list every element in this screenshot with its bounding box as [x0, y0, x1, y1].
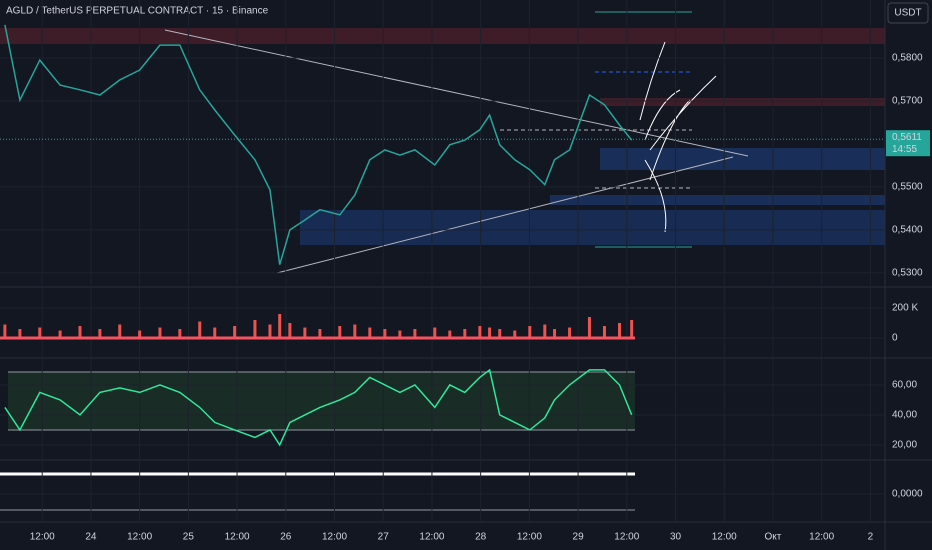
- x-tick-label: 24: [85, 532, 97, 543]
- volume-bar: [268, 324, 272, 339]
- currency[interactable]: USDT: [894, 8, 921, 19]
- volume-bar: [213, 327, 217, 339]
- volume-bar: [233, 326, 237, 339]
- volume-bar: [318, 329, 322, 339]
- last-price-label: 0,5611: [892, 132, 922, 143]
- rsi-band: [8, 372, 635, 430]
- volume-bar: [138, 330, 142, 339]
- currency-button[interactable]: [887, 2, 929, 24]
- x-tick-label: Окт: [765, 532, 782, 543]
- last-price-box: [886, 130, 930, 157]
- x-tick-label: 12:00: [225, 532, 250, 543]
- projection-arrow: [639, 41, 717, 233]
- x-tick-label: 12:00: [517, 532, 542, 543]
- x-tick-label: 25: [183, 532, 195, 543]
- volume-bar: [118, 324, 122, 339]
- volume-bar: [338, 326, 342, 339]
- volume-bar: [553, 329, 557, 339]
- volume-bar: [528, 326, 532, 339]
- volume-bar: [568, 327, 572, 339]
- volume-bar: [433, 327, 437, 339]
- x-tick-label: 12:00: [127, 532, 152, 543]
- volume-bar: [602, 326, 606, 339]
- support-zone: [550, 195, 885, 205]
- x-tick-label: 12:00: [712, 532, 737, 543]
- volume-bar: [383, 329, 387, 339]
- y-tick-label: 0,5400: [892, 224, 923, 235]
- series-line: [4, 24, 633, 265]
- volume-bar: [618, 323, 621, 339]
- x-tick-label: 27: [378, 532, 390, 543]
- volume-bar: [630, 320, 634, 339]
- volume-bar: [58, 330, 62, 339]
- volume-bar: [448, 330, 452, 339]
- y-tick-label: 20,00: [892, 440, 917, 451]
- support-zone: [600, 148, 885, 170]
- x-tick-label: 26: [280, 532, 292, 543]
- x-tick-label: 30: [670, 532, 682, 543]
- volume-bar: [368, 327, 372, 339]
- y-tick-label: 0,5700: [892, 96, 923, 107]
- trendline: [276, 156, 734, 274]
- volume-bar: [198, 321, 202, 339]
- x-tick-label: 2: [868, 532, 874, 543]
- x-tick-label: 12:00: [809, 532, 834, 543]
- volume-bar: [158, 327, 162, 339]
- volume-bar: [38, 327, 42, 339]
- x-tick-label: 12:00: [419, 532, 444, 543]
- x-tick-label: 29: [573, 532, 585, 543]
- volume-bar: [3, 324, 7, 339]
- trendline: [164, 29, 749, 157]
- resistance-zone: [600, 98, 885, 106]
- y-tick-label: 0: [892, 333, 898, 344]
- volume-bar: [478, 326, 482, 339]
- x-tick-label: 12:00: [30, 532, 55, 543]
- countdown: 14:55: [892, 144, 917, 155]
- volume-bar: [398, 330, 402, 339]
- y-tick-label: 0,5300: [892, 267, 923, 278]
- volume-bar: [353, 324, 357, 339]
- volume-bar: [543, 324, 547, 339]
- support-zone: [300, 210, 885, 245]
- volume-bar: [413, 329, 417, 339]
- volume-bar: [587, 317, 591, 339]
- y-tick-label: 0,5800: [892, 53, 923, 64]
- y-tick-label: 60,00: [892, 380, 917, 391]
- y-tick-label: 40,00: [892, 410, 917, 421]
- y-tick-label: 0,5500: [892, 182, 923, 193]
- volume-bar: [278, 314, 282, 339]
- volume-bar: [488, 327, 492, 339]
- resistance-zone: [0, 28, 885, 44]
- volume-bar: [288, 323, 292, 339]
- volume-bar: [98, 329, 102, 339]
- volume-bar: [498, 329, 502, 339]
- y-tick-label: 200 K: [892, 303, 918, 314]
- volume-bar: [253, 320, 257, 339]
- volume-bar: [18, 329, 22, 339]
- volume-bar: [513, 330, 517, 339]
- volume-bar: [178, 329, 182, 339]
- volume-bar: [303, 327, 307, 339]
- x-tick-label: 28: [475, 532, 487, 543]
- y-tick-label: 0,0000: [892, 489, 923, 500]
- chart-title: AGLD / TetherUS PERPETUAL CONTRACT · 15 …: [6, 6, 269, 17]
- x-tick-label: 12:00: [322, 532, 347, 543]
- volume-bar: [78, 326, 82, 339]
- x-tick-label: 12:00: [614, 532, 639, 543]
- series-line: [4, 368, 633, 447]
- volume-bar: [463, 329, 467, 339]
